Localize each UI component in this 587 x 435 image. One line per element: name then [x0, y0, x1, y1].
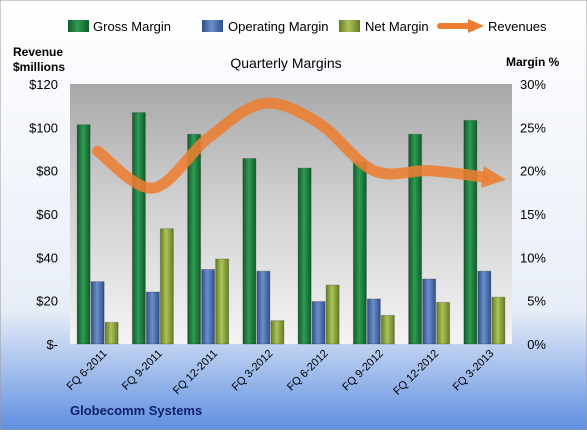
operating-margin-bar: [91, 282, 104, 344]
right-axis-tick-label: 20%: [520, 164, 546, 179]
legend-swatch-gross-margin: [68, 20, 89, 32]
left-axis-tick-label: $100: [29, 120, 58, 135]
operating-margin-bar: [478, 271, 491, 344]
chart-title: Quarterly Margins: [230, 55, 341, 71]
legend-swatch-operating-margin: [202, 20, 223, 32]
operating-margin-bar: [257, 271, 270, 344]
right-axis-tick-label: 25%: [520, 120, 546, 135]
right-axis-title: Margin %: [506, 55, 560, 69]
gross-margin-bar: [298, 168, 311, 344]
net-margin-bar: [216, 259, 229, 344]
company-label: Globecomm Systems: [70, 403, 202, 418]
right-axis-tick-label: 15%: [520, 207, 546, 222]
net-margin-bar: [326, 285, 339, 344]
legend-label-revenues: Revenues: [488, 19, 547, 34]
operating-margin-bar: [423, 279, 436, 344]
right-axis-tick-label: 30%: [520, 77, 546, 92]
legend-swatch-net-margin: [339, 20, 360, 32]
net-margin-bar: [105, 322, 118, 344]
left-axis-title-line2: $millions: [13, 60, 65, 74]
left-axis-tick-label: $80: [36, 164, 58, 179]
operating-margin-bar: [312, 302, 325, 344]
right-axis-tick-label: 0%: [527, 337, 546, 352]
left-axis-tick-label: $20: [36, 294, 58, 309]
net-margin-bar: [160, 229, 173, 344]
gross-margin-bar: [188, 134, 201, 344]
operating-margin-bar: [202, 269, 215, 344]
left-axis-tick-label: $120: [29, 77, 58, 92]
net-margin-bar: [271, 321, 284, 344]
gross-margin-bar: [353, 162, 366, 344]
gross-margin-bar: [132, 113, 145, 344]
right-axis-tick-label: 10%: [520, 250, 546, 265]
left-axis-tick-label: $-: [46, 337, 58, 352]
gross-margin-bar: [243, 159, 256, 344]
net-margin-bar: [437, 302, 450, 344]
net-margin-bar: [381, 315, 394, 344]
gross-margin-bar: [464, 120, 477, 344]
net-margin-bar: [492, 297, 505, 344]
left-axis-title-line1: Revenue: [13, 45, 63, 59]
right-axis-tick-label: 5%: [527, 294, 546, 309]
legend-label-operating-margin: Operating Margin: [228, 19, 328, 34]
operating-margin-bar: [367, 299, 380, 344]
left-axis-tick-label: $40: [36, 250, 58, 265]
legend-label-gross-margin: Gross Margin: [93, 19, 171, 34]
operating-margin-bar: [146, 292, 159, 344]
gross-margin-bar: [77, 125, 90, 344]
legend-label-net-margin: Net Margin: [365, 19, 429, 34]
left-axis-tick-label: $60: [36, 207, 58, 222]
